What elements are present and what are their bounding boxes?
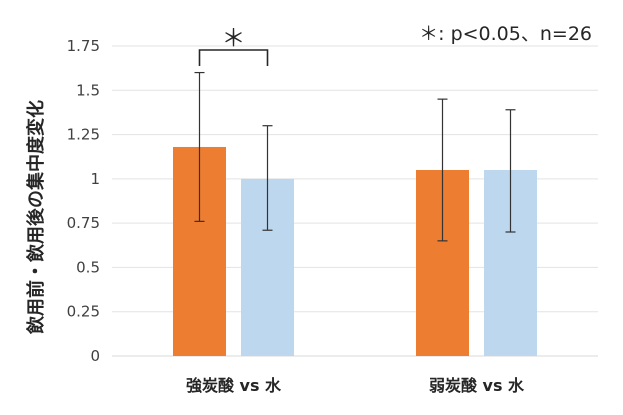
y-axis-label: 飲用前・飲用後の集中度変化 [25, 100, 47, 335]
category-labels: 強炭酸 vs 水 弱炭酸 vs 水 [186, 376, 525, 395]
y-tick-label: 1.25 [67, 126, 100, 144]
error-bars [194, 71, 516, 242]
bracket-line [198, 49, 269, 66]
y-tick-label: 1.75 [67, 37, 100, 55]
y-tick-label: 1 [90, 170, 100, 188]
annotation-note: ＊: p<0.05、n=26 [419, 23, 592, 45]
significance-star: ＊ [222, 24, 246, 52]
y-tick-label: 1.5 [76, 81, 100, 99]
category-label: 強炭酸 vs 水 [186, 376, 282, 395]
y-tick-label: 0.25 [67, 303, 100, 321]
y-axis-ticks: 0 0.25 0.5 0.75 1 1.25 1.5 1.75 [67, 37, 100, 365]
y-tick-label: 0.5 [76, 258, 100, 276]
y-tick-label: 0 [90, 347, 100, 365]
bars [173, 146, 537, 356]
category-label: 弱炭酸 vs 水 [429, 376, 525, 395]
significance-bracket: ＊ [198, 24, 269, 66]
y-tick-label: 0.75 [67, 214, 100, 232]
